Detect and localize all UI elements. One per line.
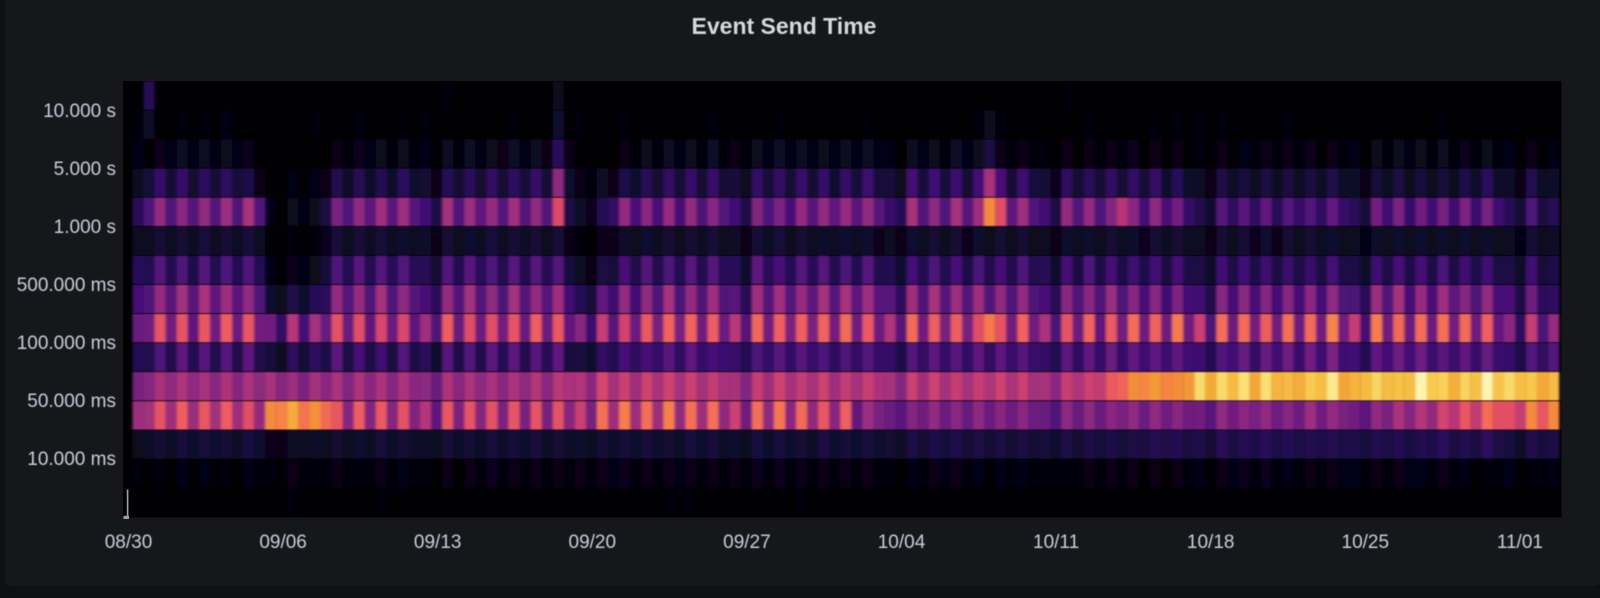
- svg-text:10.000 s: 10.000 s: [43, 101, 116, 122]
- svg-text:10/04: 10/04: [878, 532, 926, 553]
- svg-text:500.000 ms: 500.000 ms: [17, 275, 116, 296]
- svg-text:10.000 ms: 10.000 ms: [27, 449, 116, 470]
- svg-text:09/13: 09/13: [414, 532, 462, 553]
- svg-text:10/18: 10/18: [1187, 532, 1235, 553]
- svg-text:10/11: 10/11: [1033, 532, 1079, 553]
- svg-text:09/20: 09/20: [569, 532, 617, 553]
- svg-text:50.000 ms: 50.000 ms: [27, 391, 116, 412]
- svg-text:09/27: 09/27: [723, 532, 771, 553]
- svg-text:100.000 ms: 100.000 ms: [17, 333, 116, 354]
- svg-text:09/06: 09/06: [259, 532, 307, 553]
- svg-text:5.000 s: 5.000 s: [54, 159, 116, 180]
- svg-text:11/01: 11/01: [1497, 532, 1543, 553]
- svg-text:10/25: 10/25: [1342, 532, 1390, 553]
- svg-text:Event Send Time: Event Send Time: [692, 13, 877, 39]
- svg-text:08/30: 08/30: [105, 532, 153, 553]
- svg-text:1.000 s: 1.000 s: [54, 217, 116, 238]
